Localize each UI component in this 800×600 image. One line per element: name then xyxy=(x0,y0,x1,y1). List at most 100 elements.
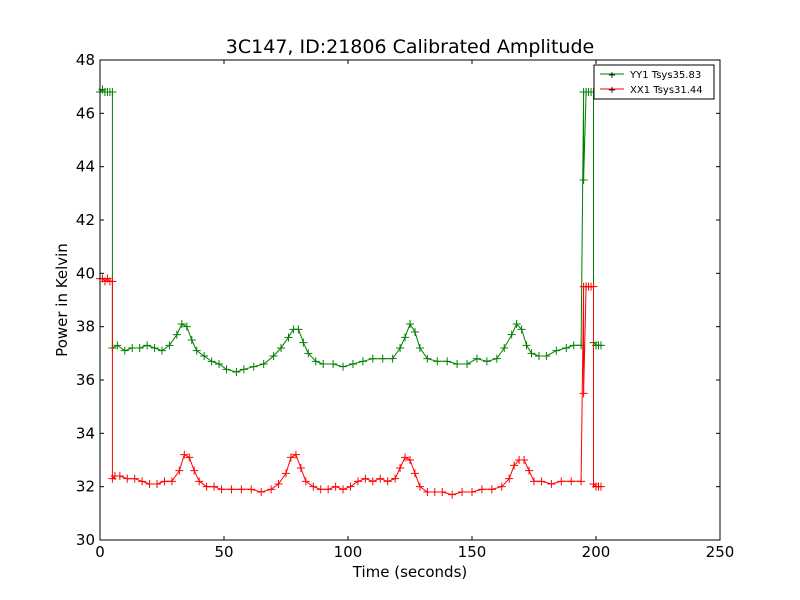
data-point xyxy=(472,354,481,363)
data-point xyxy=(438,488,447,496)
data-point xyxy=(410,469,419,478)
data-point xyxy=(463,360,472,368)
data-point xyxy=(346,482,355,491)
plot-frame xyxy=(99,59,721,541)
data-point xyxy=(237,485,246,494)
data-point xyxy=(430,488,439,496)
data-point xyxy=(443,357,452,366)
data-point xyxy=(249,362,258,371)
data-point xyxy=(552,346,561,355)
data-point xyxy=(329,360,338,368)
data-point xyxy=(525,466,534,475)
data-point xyxy=(294,325,303,334)
data-point xyxy=(282,469,290,478)
data-point xyxy=(368,354,377,363)
x-tick-label: 0 xyxy=(95,543,105,561)
data-point xyxy=(190,466,199,475)
data-point xyxy=(534,352,543,360)
data-point xyxy=(207,357,216,366)
legend-box xyxy=(593,64,715,100)
data-point xyxy=(391,474,400,483)
legend-marker-xx1: + xyxy=(608,85,616,96)
x-tick-label: 100 xyxy=(334,543,363,561)
y-tick-label: 36 xyxy=(76,371,95,389)
data-point xyxy=(577,477,586,486)
data-point xyxy=(348,360,357,368)
data-point xyxy=(291,450,300,459)
data-point xyxy=(557,477,566,486)
data-point xyxy=(195,477,204,486)
data-point xyxy=(522,341,531,350)
data-point xyxy=(286,453,295,462)
data-point xyxy=(567,477,576,486)
legend-label-yy1: YY1 Tsys35.83 xyxy=(629,70,701,81)
y-tick-label: 44 xyxy=(76,158,95,176)
data-point xyxy=(562,344,571,352)
data-point xyxy=(492,354,501,363)
data-point xyxy=(113,341,122,350)
data-point xyxy=(192,346,201,355)
data-point xyxy=(453,360,462,368)
data-point xyxy=(160,477,169,486)
data-point xyxy=(410,328,419,336)
data-point xyxy=(415,344,424,352)
data-point xyxy=(319,360,328,368)
data-point xyxy=(175,466,184,475)
data-point xyxy=(187,336,196,344)
data-point xyxy=(257,488,266,496)
data-point xyxy=(388,354,397,363)
y-axis-label: Power in Kelvin xyxy=(53,243,71,357)
data-point xyxy=(415,482,424,491)
data-point xyxy=(227,485,236,494)
data-point xyxy=(284,333,293,342)
data-point xyxy=(316,485,325,494)
data-point xyxy=(423,488,432,496)
data-point xyxy=(115,472,124,480)
data-point xyxy=(299,338,308,347)
y-tick-label: 38 xyxy=(76,318,95,336)
data-point xyxy=(324,485,333,494)
data-point xyxy=(537,477,546,486)
data-point xyxy=(210,482,219,491)
data-point xyxy=(368,477,377,486)
x-tick-label: 150 xyxy=(458,543,487,561)
data-point xyxy=(589,282,598,291)
legend: + YY1 Tsys35.83 + XX1 Tsys31.44 xyxy=(593,64,715,100)
data-point xyxy=(505,474,514,483)
data-point xyxy=(277,344,286,352)
data-point xyxy=(215,360,224,368)
y-tick-label: 30 xyxy=(76,531,95,549)
data-point xyxy=(185,453,194,462)
data-point xyxy=(458,488,467,496)
data-point xyxy=(497,482,506,491)
legend-label-xx1: XX1 Tsys31.44 xyxy=(630,85,703,96)
data-point xyxy=(596,341,605,350)
data-point xyxy=(217,485,226,494)
data-point xyxy=(383,477,392,486)
data-point xyxy=(406,320,414,328)
data-point xyxy=(153,480,162,488)
data-point xyxy=(222,365,231,374)
series-line xyxy=(100,277,601,496)
data-point xyxy=(433,357,442,366)
data-point xyxy=(376,474,385,483)
data-point xyxy=(396,344,405,352)
x-tick-label: 50 xyxy=(214,543,233,561)
data-point xyxy=(301,477,310,486)
data-point xyxy=(274,480,283,488)
data-point xyxy=(158,346,166,355)
data-point xyxy=(579,389,588,398)
data-point xyxy=(167,477,176,486)
data-point xyxy=(232,368,241,376)
data-point xyxy=(512,320,521,328)
data-point xyxy=(259,360,268,368)
data-point xyxy=(339,485,348,494)
y-tick-label: 32 xyxy=(76,478,95,496)
data-point xyxy=(423,354,432,363)
y-tick-label: 34 xyxy=(76,424,95,442)
data-point xyxy=(120,346,129,355)
data-point xyxy=(401,333,410,342)
y-tick-label: 42 xyxy=(76,211,95,229)
data-point xyxy=(517,325,526,334)
